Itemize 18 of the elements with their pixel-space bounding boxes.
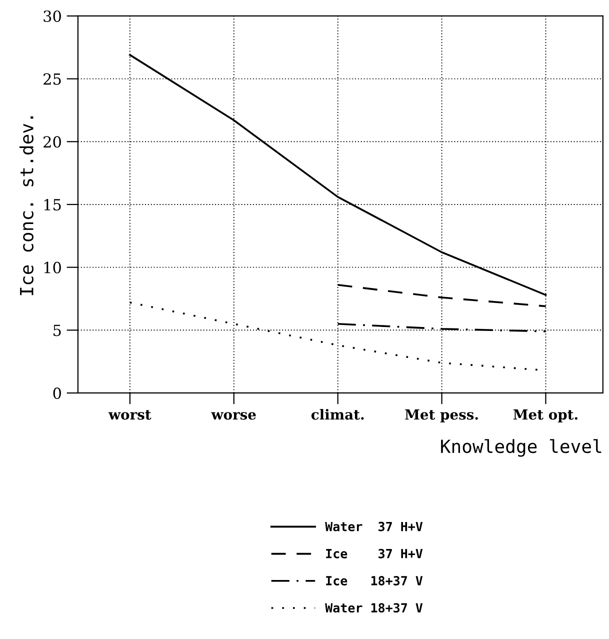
- y-tick-label: 25: [44, 73, 61, 85]
- legend-label: Ice 37 H+V: [326, 548, 423, 558]
- y-tick-label: 15: [44, 198, 61, 210]
- x-tick-label: worse: [211, 412, 256, 420]
- x-tick-label: climat.: [311, 408, 364, 420]
- y-tick-label: 30: [44, 10, 61, 22]
- x-tick-label: Met opt.: [513, 409, 578, 422]
- y-tick-label: 5: [54, 324, 61, 336]
- legend-label: Water 37 H+V: [325, 522, 423, 532]
- legend-label: Ice 18+37 V: [326, 576, 423, 586]
- x-tick-label: worst: [108, 410, 152, 420]
- y-tick-label: 0: [53, 387, 61, 400]
- x-axis-title: Knowledge level: [441, 439, 602, 457]
- x-tick-label: Met pess.: [405, 409, 478, 422]
- y-tick-label: 20: [44, 136, 61, 148]
- legend-label: Water 18+37 V: [325, 603, 423, 613]
- y-axis-title: Ice conc. st.dev.: [20, 116, 34, 296]
- y-tick-label: 10: [44, 262, 61, 274]
